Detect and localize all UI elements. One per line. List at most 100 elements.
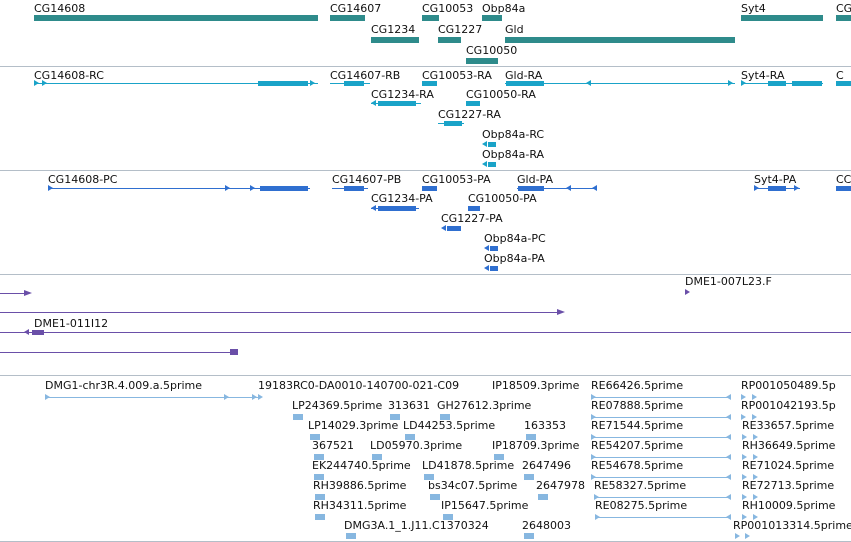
gene-label-cg10050[interactable]: CG10050 <box>466 44 518 57</box>
est-label[interactable]: LD44253.5prime <box>403 419 496 432</box>
est-label[interactable]: DMG1-chr3R.4.009.a.5prime <box>45 379 203 392</box>
est-label[interactable]: RE54678.5prime <box>591 459 684 472</box>
est-label[interactable]: DMG3A.1_1.J11.C1370324 <box>344 519 489 532</box>
est-label[interactable]: 313631 <box>388 399 430 412</box>
est-label[interactable]: RH34311.5prime <box>313 499 407 512</box>
rna-exon-block <box>768 81 786 86</box>
rna-intron-gld-ra <box>505 83 735 84</box>
est-block <box>494 454 504 460</box>
pep-label-cg14607-pb[interactable]: CG14607-PB <box>332 173 402 186</box>
est-label[interactable]: RP001013314.5prime <box>733 519 851 532</box>
clone-label-dme1-007l23[interactable]: DME1-007L23.F <box>685 275 772 288</box>
pep-label-cg10053-pa[interactable]: CG10053-PA <box>422 173 491 186</box>
rna-label-cg1227-ra[interactable]: CG1227-RA <box>438 108 501 121</box>
gene-label-cg1227[interactable]: CG1227 <box>438 23 483 36</box>
est-label[interactable]: RP001050489.5p <box>741 379 836 392</box>
gene-label-cg1234[interactable]: CG1234 <box>371 23 416 36</box>
est-label[interactable]: 19183RC0-DA0010-140700-021-C09 <box>258 379 460 392</box>
rna-label-cg10050-ra[interactable]: CG10050-RA <box>466 88 536 101</box>
gene-bar-cg1234[interactable] <box>371 37 419 43</box>
est-label[interactable]: 163353 <box>524 419 566 432</box>
pep-label-cg14608-pc[interactable]: CG14608-PC <box>48 173 118 186</box>
est-label[interactable]: IP18709.3prime <box>492 439 580 452</box>
rna-exon-marker <box>482 141 487 147</box>
est-label[interactable]: RP001042193.5p <box>741 399 836 412</box>
rna-label-cg1234-ra[interactable]: CG1234-RA <box>371 88 434 101</box>
est-block <box>346 533 356 539</box>
est-label[interactable]: RE08275.5prime <box>595 499 688 512</box>
gene-bar-cg-cut[interactable] <box>836 15 851 21</box>
pep-label-syt4-pa[interactable]: Syt4-PA <box>754 173 797 186</box>
est-label[interactable]: 2647978 <box>536 479 585 492</box>
rna-label-obp84a-ra[interactable]: Obp84a-RA <box>482 148 545 161</box>
est-label[interactable]: LP24369.5prime <box>292 399 383 412</box>
est-label[interactable]: RE33657.5prime <box>742 419 835 432</box>
gene-bar-cg10050[interactable] <box>466 58 498 64</box>
rna-label-cg14608-rc[interactable]: CG14608-RC <box>34 69 104 82</box>
est-label[interactable]: RH39886.5prime <box>313 479 407 492</box>
est-label[interactable]: LD41878.5prime <box>422 459 515 472</box>
pep-exon-marker <box>484 245 489 251</box>
est-label[interactable]: LP14029.3prime <box>308 419 399 432</box>
clone-line[interactable] <box>0 332 851 333</box>
est-label[interactable]: GH27612.3prime <box>437 399 532 412</box>
est-label[interactable]: 2647496 <box>522 459 571 472</box>
gene-label-cg10053[interactable]: CG10053 <box>422 2 474 15</box>
rna-label-syt4-ra[interactable]: Syt4-RA <box>741 69 785 82</box>
est-label[interactable]: RE71024.5prime <box>742 459 835 472</box>
est-label[interactable]: RE66426.5prime <box>591 379 684 392</box>
gene-bar-cg1227[interactable] <box>438 37 461 43</box>
pep-label-obp84a-pc[interactable]: Obp84a-PC <box>484 232 546 245</box>
pep-intron-gld-pa <box>517 188 597 189</box>
clone-line[interactable] <box>0 312 560 313</box>
gene-label-cg14608[interactable]: CG14608 <box>34 2 86 15</box>
clone-label-dme1-011i12[interactable]: DME1-011I12 <box>34 317 109 330</box>
est-marker <box>752 394 757 400</box>
est-label[interactable]: RE07888.5prime <box>591 399 684 412</box>
clone-line[interactable] <box>0 352 232 353</box>
gene-bar-gld[interactable] <box>505 37 735 43</box>
pep-label-cg1234-pa[interactable]: CG1234-PA <box>371 192 433 205</box>
rna-label-obp84a-rc[interactable]: Obp84a-RC <box>482 128 545 141</box>
est-label[interactable]: RH10009.5prime <box>742 499 836 512</box>
pep-exon-marker <box>566 185 571 191</box>
est-label[interactable]: 2648003 <box>522 519 571 532</box>
clone-line[interactable] <box>0 293 26 294</box>
pep-label-cut[interactable]: CC <box>836 173 851 186</box>
gene-label-cg14607[interactable]: CG14607 <box>330 2 382 15</box>
est-label[interactable]: LD05970.3prime <box>370 439 463 452</box>
gene-label-cg-cut[interactable]: CG <box>836 2 851 15</box>
est-label[interactable]: RE71544.5prime <box>591 419 684 432</box>
est-label[interactable]: IP15647.5prime <box>441 499 529 512</box>
est-label[interactable]: RE54207.5prime <box>591 439 684 452</box>
est-label[interactable]: EK244740.5prime <box>312 459 411 472</box>
gene-label-syt4[interactable]: Syt4 <box>741 2 766 15</box>
est-block <box>526 434 536 440</box>
pep-label-cg10050-pa[interactable]: CG10050-PA <box>468 192 537 205</box>
gene-bar-cg14607[interactable] <box>330 15 365 21</box>
est-label[interactable]: bs34c07.5prime <box>428 479 518 492</box>
est-label[interactable]: 367521 <box>312 439 354 452</box>
track-divider <box>0 170 851 171</box>
rna-label-cg14607-rb[interactable]: CG14607-RB <box>330 69 401 82</box>
pep-label-cg1227-pa[interactable]: CG1227-PA <box>441 212 503 225</box>
pep-label-gld-pa[interactable]: Gld-PA <box>517 173 553 186</box>
est-marker <box>726 414 731 420</box>
gene-bar-cg10053[interactable] <box>422 15 439 21</box>
pep-exon-block <box>422 186 437 191</box>
gene-bar-syt4[interactable] <box>741 15 823 21</box>
gene-label-gld[interactable]: Gld <box>505 23 524 36</box>
rna-label-cut[interactable]: C <box>836 69 844 82</box>
gene-bar-cg14608[interactable] <box>34 15 318 21</box>
rna-label-gld-ra[interactable]: Gld-RA <box>505 69 543 82</box>
est-label[interactable]: RE58327.5prime <box>594 479 687 492</box>
est-label[interactable]: IP18509.3prime <box>492 379 580 392</box>
est-label[interactable]: RH36649.5prime <box>742 439 836 452</box>
gene-label-obp84a[interactable]: Obp84a <box>482 2 526 15</box>
est-label[interactable]: RE72713.5prime <box>742 479 835 492</box>
est-line <box>591 417 730 418</box>
est-block <box>314 454 324 460</box>
gene-bar-obp84a[interactable] <box>482 15 502 21</box>
rna-label-cg10053-ra[interactable]: CG10053-RA <box>422 69 492 82</box>
pep-label-obp84a-pa[interactable]: Obp84a-PA <box>484 252 545 265</box>
